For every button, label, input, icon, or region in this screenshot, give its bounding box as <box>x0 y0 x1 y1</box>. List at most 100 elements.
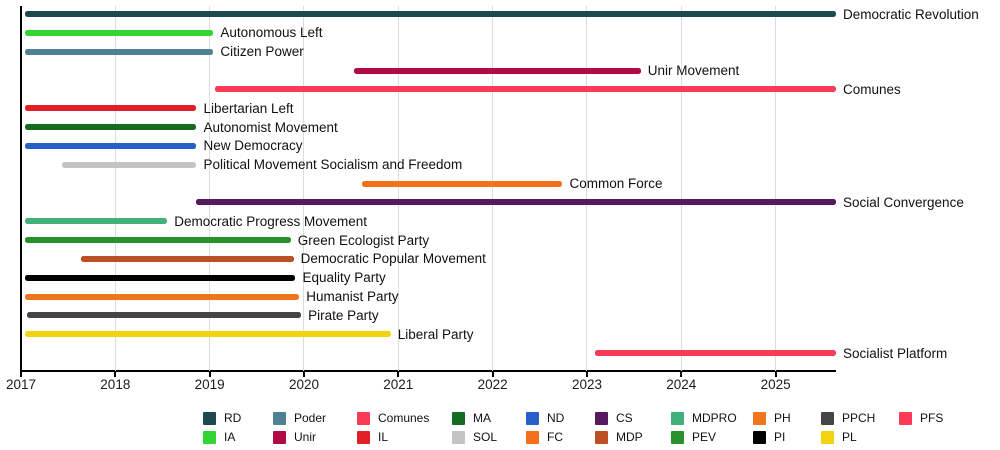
x-tick-2023 <box>585 372 588 377</box>
x-tick-label-2017: 2017 <box>5 377 37 392</box>
legend-swatch-MDP <box>595 430 608 444</box>
x-tick-label-2021: 2021 <box>383 377 414 392</box>
bar-label-FC: Common Force <box>569 176 663 191</box>
x-tick-2020 <box>302 372 305 377</box>
bar-label-PI: Equality Party <box>302 270 386 286</box>
x-tick-label-2023: 2023 <box>571 377 602 392</box>
legend-swatch-ND <box>526 411 539 425</box>
timeline-bar-Unir <box>353 67 641 74</box>
gridline-2022 <box>492 6 494 371</box>
timeline-bar-PI <box>24 274 296 281</box>
timeline-bar-CS <box>196 199 836 206</box>
legend-swatch-Unir <box>273 430 286 444</box>
legend-label-MA: MA <box>473 411 491 425</box>
legend: Partido político: RDIAPoderUnirComunesIL… <box>0 405 1000 450</box>
timeline-bar-PEV <box>24 237 291 244</box>
bar-label-Poder: Citizen Power <box>220 44 304 60</box>
bar-label-PL: Liberal Party <box>397 326 474 342</box>
timeline-bar-PL <box>24 331 391 338</box>
timeline-bar-MA <box>24 124 197 130</box>
bar-label-IL: Libertarian Left <box>203 100 294 116</box>
legend-swatch-IL <box>357 430 370 444</box>
timeline-bar-MDP <box>81 255 294 262</box>
x-tick-2025 <box>774 372 777 377</box>
x-tick-2018 <box>114 372 117 377</box>
gridline-2025 <box>775 6 777 371</box>
plot-area: 2017 2018 2019 2020 2021 2022 2023 2024 2025 Demo… <box>5 6 979 392</box>
bar-label-MA: Autonomist Movement <box>203 119 338 135</box>
legend-label-MDP: MDP <box>616 430 643 444</box>
x-tick-2017 <box>20 372 22 377</box>
legend-swatch-MA <box>452 411 465 425</box>
bar-label-Unir: Unir Movement <box>647 63 740 78</box>
bar-label-PPCH: Pirate Party <box>308 307 379 323</box>
bar-label-MDPRO: Democratic Progress Movement <box>174 213 368 229</box>
x-tick-2024 <box>680 372 683 377</box>
legend-label-SOL: SOL <box>473 430 498 444</box>
timeline-bar-PH <box>24 293 300 300</box>
legend-swatch-PL <box>821 430 834 444</box>
legend-label-FC: FC <box>547 430 563 444</box>
timeline-bar-PFS <box>594 350 836 357</box>
bar-label-CS: Social Convergence <box>843 194 964 210</box>
gridline-2020 <box>303 6 305 371</box>
legend-swatch-MDPRO <box>671 411 684 425</box>
gridline-2023 <box>586 6 588 371</box>
bar-label-SOL: Political Movement Socialism and Freedom <box>203 157 463 173</box>
legend-label-PI: PI <box>774 430 786 444</box>
bar-label-PH: Humanist Party <box>306 289 399 305</box>
timeline-bar-RD <box>24 11 836 17</box>
y-axis-line <box>20 6 22 372</box>
legend-swatch-PFS <box>899 411 912 425</box>
legend-label-MDPRO: MDPRO <box>692 411 737 425</box>
legend-swatch-RD <box>203 411 216 425</box>
bar-label-MDP: Democratic Popular Movement <box>300 251 486 267</box>
legend-swatch-PH <box>753 411 766 425</box>
x-tick-label-2018: 2018 <box>100 377 131 392</box>
legend-label-PPCH: PPCH <box>842 411 876 425</box>
timeline-bar-PPCH <box>26 312 302 319</box>
bar-label-IA: Autonomous Left <box>220 25 323 41</box>
x-tick-label-2025: 2025 <box>760 377 791 392</box>
x-axis-line <box>20 370 836 372</box>
timeline-bar-SOL <box>61 161 197 168</box>
timeline-bar-Poder <box>24 48 214 55</box>
timeline-bar-ND <box>24 142 197 149</box>
x-tick-2019 <box>208 372 211 377</box>
legend-swatch-CS <box>595 411 608 425</box>
gridline-2024 <box>680 6 682 371</box>
legend-label-CS: CS <box>616 411 633 425</box>
bar-label-RD: Democratic Revolution <box>843 6 979 22</box>
timeline-bar-IL <box>24 105 197 112</box>
legend-label-PL: PL <box>842 430 857 444</box>
legend-label-Poder: Poder <box>294 411 327 425</box>
timeline-bar-Comunes <box>215 86 836 93</box>
bar-label-PFS: Socialist Platform <box>843 345 948 361</box>
legend-label-IA: IA <box>224 430 236 444</box>
x-tick-label-2020: 2020 <box>288 377 319 392</box>
legend-swatch-PPCH <box>821 411 834 425</box>
legend-label-Comunes: Comunes <box>378 411 430 425</box>
x-tick-label-2024: 2024 <box>666 377 697 392</box>
legend-swatch-Poder <box>273 411 286 425</box>
legend-swatch-SOL <box>452 430 465 444</box>
bar-label-Comunes: Comunes <box>843 81 901 97</box>
legend-swatch-IA <box>203 430 216 444</box>
timeline-bar-MDPRO <box>24 218 168 225</box>
x-tick-2022 <box>491 372 494 377</box>
bar-label-PEV: Green Ecologist Party <box>297 232 430 248</box>
timeline-bar-FC <box>362 180 563 187</box>
legend-swatch-PI <box>753 430 766 444</box>
x-tick-label-2022: 2022 <box>477 377 508 392</box>
legend-label-PH: PH <box>774 411 791 425</box>
bar-label-ND: New Democracy <box>203 138 303 154</box>
legend-label-IL: IL <box>378 430 389 444</box>
legend-label-RD: RD <box>224 411 242 425</box>
legend-swatch-Comunes <box>357 411 370 425</box>
legend-swatch-PEV <box>671 430 684 444</box>
legend-label-ND: ND <box>547 411 565 425</box>
legend-label-PEV: PEV <box>692 430 717 444</box>
legend-label-PFS: PFS <box>920 411 944 425</box>
gridline-2021 <box>397 6 399 371</box>
